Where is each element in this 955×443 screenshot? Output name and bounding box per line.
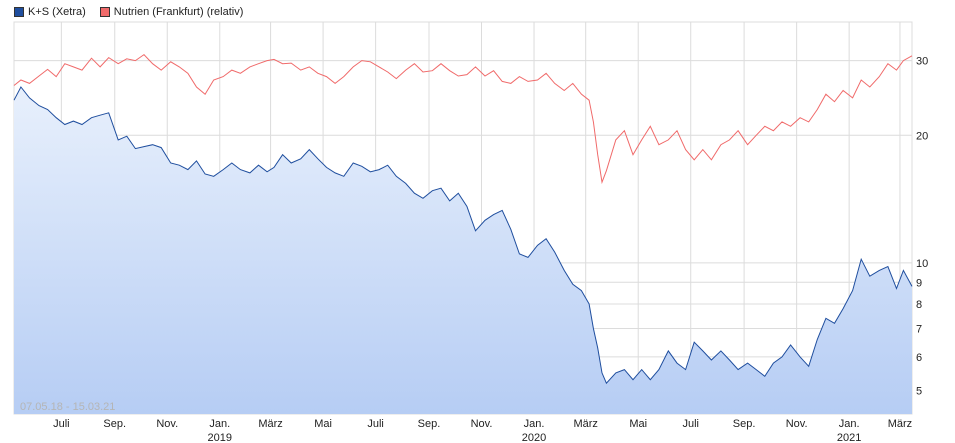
x-tick-label: Mai xyxy=(629,418,647,430)
y-tick-label: 8 xyxy=(916,299,922,311)
y-tick-label: 5 xyxy=(916,385,922,397)
y-tick-label: 10 xyxy=(916,258,928,270)
x-tick-label: Jan. xyxy=(524,418,545,430)
x-tick-label: Jan. xyxy=(209,418,230,430)
x-tick-label: März xyxy=(888,418,912,430)
x-tick-label: Sep. xyxy=(418,418,441,430)
legend-item-ks: K+S (Xetra) xyxy=(14,6,86,18)
y-tick-label: 7 xyxy=(916,324,922,336)
x-tick-label: Juli xyxy=(367,418,384,430)
legend-label-nutrien: Nutrien (Frankfurt) (relativ) xyxy=(113,6,244,18)
x-axis-ticks: Juli Sep. Nov. Jan. 2019 März Mai Juli Sep. Nov. J… xyxy=(53,418,912,443)
y-axis-ticks: 5 6 7 8 9 10 20 30 xyxy=(916,56,928,398)
y-tick-label: 9 xyxy=(916,277,922,289)
legend: K+S (Xetra) Nutrien (Frankfurt) (relativ… xyxy=(14,6,257,18)
x-tick-year: 2020 xyxy=(522,432,546,443)
date-range-label: 07.05.18 - 15.03.21 xyxy=(20,401,116,413)
x-tick-label: Nov. xyxy=(786,418,808,430)
y-tick-label: 6 xyxy=(916,352,922,364)
y-tick-label: 30 xyxy=(916,56,928,68)
y-tick-label: 20 xyxy=(916,130,928,142)
legend-item-nutrien: Nutrien (Frankfurt) (relativ) xyxy=(99,6,244,18)
x-tick-label: März xyxy=(573,418,597,430)
x-tick-year: 2019 xyxy=(208,432,232,443)
ks-xetra-line xyxy=(13,86,913,385)
x-tick-label: Juli xyxy=(682,418,699,430)
x-tick-label: Juli xyxy=(53,418,70,430)
nutrien-frankfurt-line xyxy=(13,53,913,185)
x-tick-year: 2021 xyxy=(837,432,861,443)
x-tick-label: Mai xyxy=(314,418,332,430)
x-tick-label: Sep. xyxy=(733,418,756,430)
legend-swatch-ks xyxy=(14,7,24,17)
x-tick-label: Jan. xyxy=(839,418,860,430)
legend-swatch-nutrien xyxy=(99,7,110,17)
legend-label-ks: K+S (Xetra) xyxy=(28,6,86,18)
x-tick-label: Nov. xyxy=(471,418,493,430)
x-tick-label: Nov. xyxy=(156,418,178,430)
x-tick-label: März xyxy=(258,418,282,430)
x-tick-label: Sep. xyxy=(103,418,126,430)
ks-area-fill xyxy=(14,87,912,414)
